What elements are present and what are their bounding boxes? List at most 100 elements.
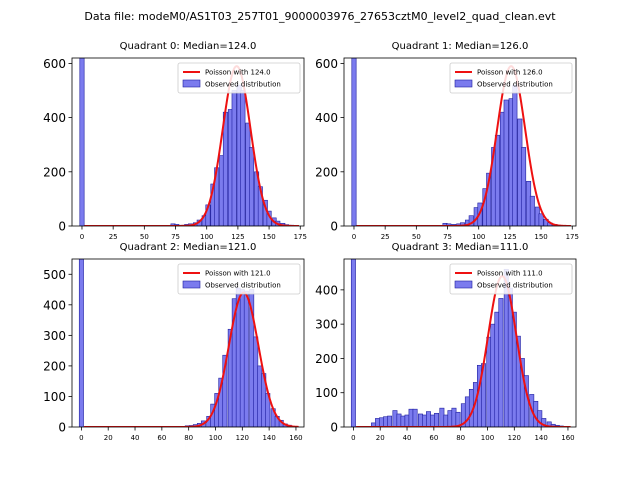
x-tick-label: 100 <box>209 434 222 442</box>
axes-frame <box>71 258 305 428</box>
histogram-bar <box>350 259 356 427</box>
x-tick-label: 120 <box>508 434 521 442</box>
legend-bar-label: Observed distribution <box>477 282 553 290</box>
x-tick-label: 0 <box>352 233 356 241</box>
y-tick-label: 0 <box>330 421 338 435</box>
histogram-bar <box>412 408 418 427</box>
quadrant-0-title: Quadrant 0: Median=124.0 <box>120 41 257 52</box>
y-tick-label: 0 <box>58 421 66 435</box>
histogram-bar <box>498 298 504 427</box>
x-tick-label: 40 <box>131 434 140 442</box>
histogram-bar <box>78 259 84 427</box>
legend-bar-label: Observed distribution <box>205 81 281 89</box>
axes-frame <box>343 258 577 428</box>
x-tick-label: 160 <box>561 434 574 442</box>
quadrant-2-title: Quadrant 2: Median=121.0 <box>120 242 257 253</box>
y-tick-label: 400 <box>43 298 66 312</box>
y-tick-label: 200 <box>315 352 338 366</box>
y-tick-label: 400 <box>315 111 338 125</box>
histogram-bar <box>538 213 544 226</box>
x-tick-label: 60 <box>429 434 438 442</box>
quadrant-2-legend: Poisson with 121.0 Observed distribution <box>177 263 301 295</box>
x-tick-label: 150 <box>262 233 275 241</box>
histogram-bar <box>351 58 357 226</box>
histogram-bar <box>243 290 249 427</box>
poisson-curve <box>356 65 572 226</box>
quadrant-0-plot <box>79 58 300 226</box>
histogram-bar <box>494 311 500 427</box>
x-tick-label: 175 <box>294 233 307 241</box>
histogram-bar <box>443 414 449 427</box>
quadrant-3-title: Quadrant 3: Median=111.0 <box>392 242 529 253</box>
x-tick-label: 125 <box>503 233 516 241</box>
histogram-bar <box>400 415 406 427</box>
y-tick-label: 200 <box>315 165 338 179</box>
x-tick-label: 0 <box>79 434 83 442</box>
x-tick-label: 160 <box>289 434 302 442</box>
histogram-bar <box>512 84 518 226</box>
histogram-bar <box>231 90 237 226</box>
histogram-bar <box>446 223 452 226</box>
histogram-bar <box>239 289 245 427</box>
legend-bar-label: Observed distribution <box>205 282 281 290</box>
histogram-bar <box>447 410 453 427</box>
x-tick-label: 125 <box>231 233 244 241</box>
histogram-bar <box>521 147 527 226</box>
histogram-bar <box>404 414 410 427</box>
quadrant-0-legend: Poisson with 124.0 Observed distribution <box>177 62 301 94</box>
quadrant-2-chart: Quadrant 2: Median=121.0 0 20 40 60 80 100 120 1… <box>43 242 305 442</box>
histogram-bar <box>396 413 402 427</box>
histogram-bar <box>486 336 492 427</box>
x-tick-label: 140 <box>534 434 547 442</box>
histogram-bar <box>426 411 431 427</box>
histogram-bar <box>408 408 414 427</box>
poisson-curve <box>356 275 571 427</box>
quadrant-1-legend: Poisson with 126.0 Observed distribution <box>449 62 573 94</box>
histogram-bar <box>451 407 457 427</box>
x-tick-label: 0 <box>351 434 355 442</box>
y-tick-label: 300 <box>43 329 66 343</box>
x-tick-label: 100 <box>200 233 213 241</box>
y-tick-label: 200 <box>43 359 66 373</box>
legend-bar-swatch <box>454 79 473 88</box>
histogram-bar <box>257 365 263 427</box>
quadrant-3-chart: Quadrant 3: Median=111.0 0 20 40 60 80 100 120 1… <box>315 242 577 442</box>
histogram-bar <box>490 323 496 427</box>
figure-title: Data file: modeM0/AS1T03_257T01_90000039… <box>84 10 556 23</box>
x-tick-label: 25 <box>381 233 390 241</box>
quadrant-1-chart: Quadrant 1: Median=126.0 0 25 50 75 100 125 150… <box>315 41 579 241</box>
x-tick-label: 60 <box>157 434 166 442</box>
x-tick-label: 100 <box>472 233 485 241</box>
y-tick-label: 300 <box>315 318 338 332</box>
y-tick-label: 500 <box>43 268 66 282</box>
histogram-bar <box>79 58 85 226</box>
x-tick-label: 50 <box>412 233 421 241</box>
histogram-bar <box>417 413 423 427</box>
legend-box <box>177 62 301 94</box>
histogram-bar <box>387 415 393 427</box>
histogram-bar <box>379 417 384 427</box>
legend-curve-label: Poisson with 126.0 <box>477 69 543 77</box>
y-tick-label: 600 <box>315 57 338 71</box>
x-tick-label: 150 <box>534 233 547 241</box>
quadrant-0-chart: Quadrant 0: Median=124.0 0 25 50 75 100 125 150… <box>43 41 307 241</box>
quadrant-2-plot <box>78 259 299 427</box>
y-tick-label: 100 <box>315 386 338 400</box>
legend-bar-swatch <box>182 280 201 289</box>
y-tick-label: 400 <box>43 111 66 125</box>
x-tick-label: 75 <box>171 233 180 241</box>
x-tick-label: 40 <box>403 434 412 442</box>
histogram-bar <box>430 414 435 427</box>
histogram-bar <box>434 412 439 427</box>
histogram-bar <box>240 90 246 226</box>
histogram-bar <box>503 99 509 226</box>
x-tick-label: 80 <box>456 434 465 442</box>
x-tick-label: 80 <box>184 434 193 442</box>
histogram-bar <box>529 195 535 226</box>
legend-box <box>449 62 573 94</box>
axes-frame <box>71 57 305 227</box>
histogram-bar <box>439 407 445 427</box>
histogram-bar <box>249 147 255 226</box>
legend-bar-swatch <box>454 280 473 289</box>
